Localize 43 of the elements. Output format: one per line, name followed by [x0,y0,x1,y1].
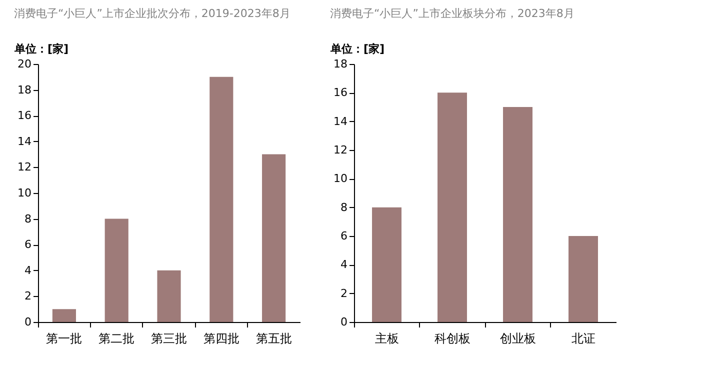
x-tick-label: 第二批 [98,332,135,346]
y-tick-label: 4 [340,258,348,272]
y-tick-label: 4 [24,264,32,277]
y-tick-label: 0 [24,316,32,328]
bar [262,154,286,322]
x-tick-label: 科创板 [434,332,470,346]
y-tick-label: 14 [334,114,348,128]
y-tick-label: 8 [340,200,348,214]
chart-title: 消费电子“小巨人”上市企业板块分布，2023年8月 [330,7,574,20]
x-tick-label: 第五批 [256,332,292,346]
y-tick-label: 20 [18,58,32,70]
y-tick-label: 12 [18,160,32,174]
y-tick-label: 10 [18,186,32,200]
y-tick-label: 12 [334,144,348,156]
bar [52,309,76,322]
bar [372,207,402,322]
y-tick-label: 14 [18,134,32,148]
x-tick-label: 创业板 [500,332,536,346]
bar [210,76,234,322]
y-tick-label: 18 [334,58,348,70]
y-tick-label: 6 [24,238,32,252]
bar [568,236,598,322]
y-axis-title: 单位：[家] [14,42,69,56]
x-tick-label: 主板 [374,332,399,346]
y-tick-label: 0 [340,316,348,328]
x-tick-label: 第三批 [151,332,187,346]
y-tick-label: 10 [334,172,348,186]
y-tick-label: 8 [24,212,32,226]
y-axis-title: 单位：[家] [330,42,385,56]
bar [503,107,532,322]
bar [438,92,467,322]
x-tick-label: 北证 [571,332,596,346]
y-tick-label: 16 [18,109,32,122]
x-tick-label: 第一批 [46,332,82,346]
y-tick-label: 2 [24,290,32,303]
bar [104,218,128,322]
x-tick-label: 第四批 [203,332,240,346]
y-tick-label: 16 [334,86,348,100]
y-tick-label: 2 [340,286,348,300]
y-tick-label: 6 [340,230,348,242]
bar [157,270,181,322]
y-tick-label: 18 [18,83,32,96]
chart-title: 消费电子“小巨人”上市企业批次分布，2019-2023年8月 [14,7,290,20]
